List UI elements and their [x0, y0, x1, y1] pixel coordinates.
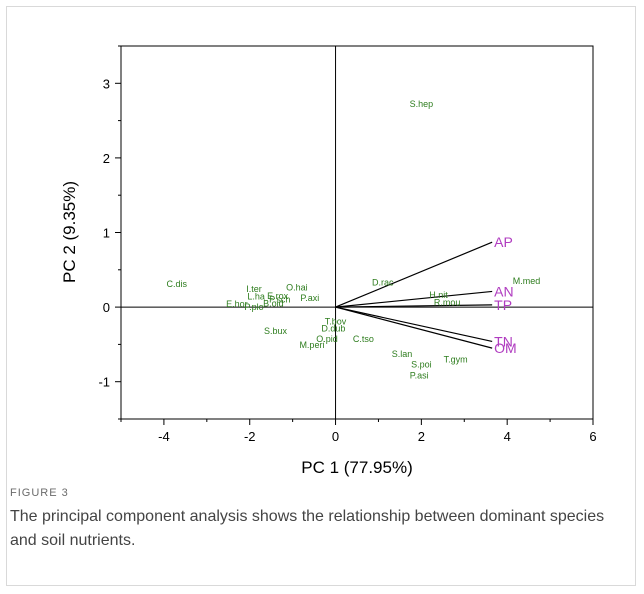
species-label: R.mou [434, 298, 461, 308]
species-label: O.pid [316, 334, 338, 344]
figure-card [6, 6, 636, 586]
species-label: T.gym [444, 354, 468, 364]
species-label: T.bov [325, 316, 347, 326]
species-label: S.hep [410, 99, 434, 109]
vector-ap [335, 241, 493, 308]
species-label: M.med [513, 276, 541, 286]
species-label: B.oid [263, 298, 284, 308]
species-label: S.bux [264, 326, 288, 336]
species-label: P.axi [300, 293, 319, 303]
x-tick-label: -4 [158, 429, 170, 444]
figure-label: FIGURE 3 [10, 487, 69, 499]
x-tick-label: 2 [418, 429, 425, 444]
vector-tp [335, 304, 493, 308]
tick-labels: -4 -2 0 2 4 6 -1 0 1 2 3 [98, 76, 596, 444]
y-axis-title: PC 2 (9.35%) [60, 181, 79, 283]
vector-om [335, 306, 493, 349]
y-tick-label: 3 [103, 76, 110, 91]
species-label: P.asi [410, 371, 429, 381]
species-label: E.hor [226, 299, 248, 309]
species-label: H.nit [429, 290, 448, 300]
species-label: D.dub [321, 324, 345, 334]
y-tick-label: 0 [103, 300, 110, 315]
species-label: C.tso [353, 334, 374, 344]
species-label: I.ter [246, 284, 262, 294]
y-tick-label: 1 [103, 226, 110, 241]
species-label: D.rac [372, 277, 394, 287]
species-label: L.ha [247, 292, 265, 302]
reference-lines [121, 46, 593, 419]
species-label: P.sch [269, 295, 290, 305]
x-tick-label: 0 [332, 429, 339, 444]
figure-caption: The principal component analysis shows t… [10, 508, 605, 549]
species-label: E.rox [267, 291, 289, 301]
x-tick-label: -2 [244, 429, 256, 444]
vector-label-om: OM [494, 340, 517, 356]
species-label: C.dis [167, 279, 188, 289]
vector-label-an: AN [494, 283, 513, 299]
y-tick-label: -1 [98, 375, 110, 390]
x-tick-label: 4 [504, 429, 511, 444]
vector-label-tp: TP [494, 297, 512, 313]
x-tick-label: 6 [589, 429, 596, 444]
vector-tn [335, 306, 493, 343]
species-label: S.lan [392, 349, 413, 359]
species-label: S.poi [411, 360, 432, 370]
x-axis-title: PC 1 (77.95%) [301, 458, 413, 477]
vector-an [335, 290, 493, 308]
vector-label-ap: AP [494, 234, 513, 250]
species-label: M.peri [299, 340, 324, 350]
vector-label-tn: TN [494, 333, 513, 349]
axis-ticks [115, 45, 594, 425]
species-label: O.hai [286, 283, 308, 293]
plot-frame [120, 45, 594, 420]
y-tick-label: 2 [103, 151, 110, 166]
species-label: P.plo [244, 302, 263, 312]
